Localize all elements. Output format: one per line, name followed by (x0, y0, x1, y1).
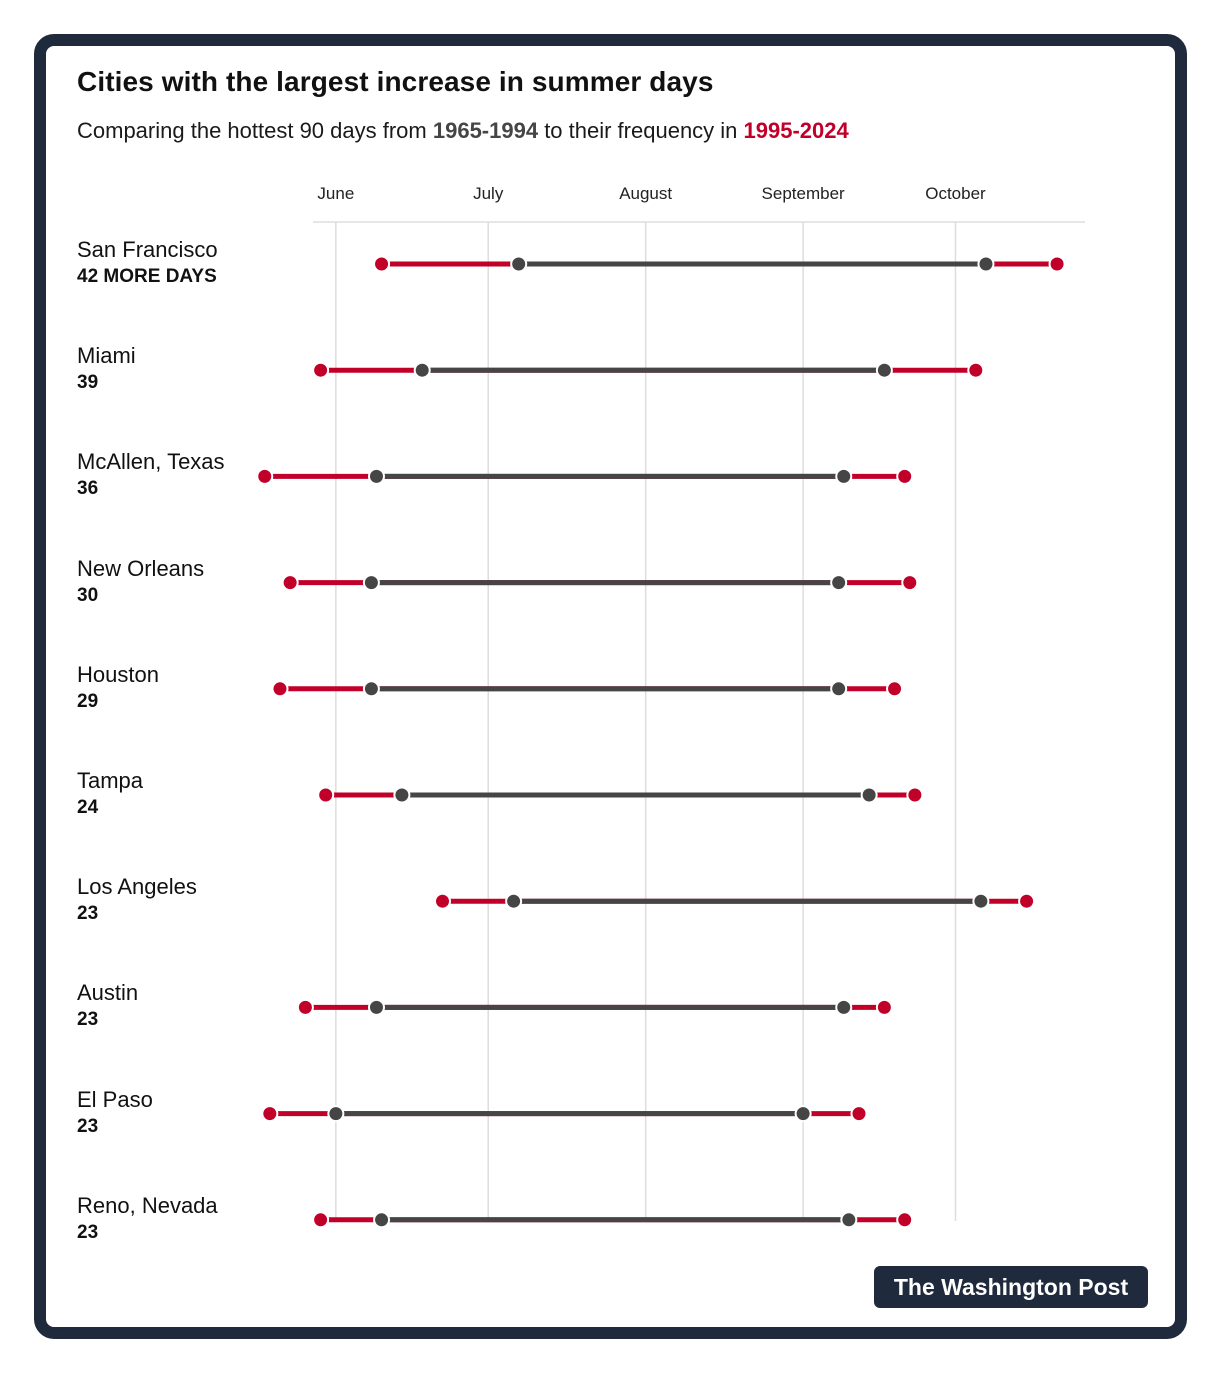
city-name: El Paso (77, 1086, 153, 1112)
chart-title: Cities with the largest increase in summ… (77, 66, 714, 97)
legend-old-period: 1965-1994 (432, 118, 539, 143)
old-start-dot-austin (367, 998, 385, 1016)
city-name: Houston (77, 661, 159, 687)
city-label-austin: Austin 23 (77, 979, 138, 1034)
city-label-houston: Houston 29 (77, 661, 159, 716)
old-end-dot-tampa (860, 786, 878, 804)
city-name: Los Angeles (77, 874, 197, 900)
city-label-new-orleans: New Orleans 30 (77, 555, 204, 610)
old-end-dot-mcallen-texas (835, 467, 853, 485)
old-end-dot-reno-nevada (840, 1211, 858, 1229)
city-label-los-angeles: Los Angeles 23 (77, 873, 197, 928)
new-end-dot-mcallen-texas (896, 467, 914, 485)
old-start-dot-new-orleans (362, 574, 380, 592)
new-start-dot-houston (271, 680, 289, 698)
new-end-dot-los-angeles (1018, 892, 1036, 910)
old-end-dot-austin (835, 998, 853, 1016)
city-name: Tampa (77, 768, 144, 793)
old-start-dot-san-francisco (510, 255, 528, 273)
city-name: Austin (77, 980, 139, 1006)
new-start-dot-san-francisco (373, 255, 391, 273)
new-end-dot-houston (886, 680, 904, 698)
old-end-dot-new-orleans (830, 574, 848, 592)
city-increase: 23 (77, 1221, 99, 1243)
legend-new-period: 1995-2024 (743, 118, 849, 143)
new-start-dot-mcallen-texas (256, 467, 274, 485)
old-start-dot-houston (362, 680, 380, 698)
old-end-dot-miami (875, 361, 893, 379)
old-start-dot-reno-nevada (373, 1211, 391, 1229)
city-increase: 36 (77, 478, 99, 500)
new-end-dot-reno-nevada (896, 1211, 914, 1229)
city-name: McAllen, Texas (77, 449, 225, 475)
new-end-dot-el-paso (850, 1105, 868, 1123)
tick-label-september: September (762, 184, 845, 203)
old-start-dot-tampa (393, 786, 411, 804)
city-increase: 23 (77, 1009, 99, 1031)
city-increase: 30 (77, 584, 99, 606)
new-end-dot-tampa (906, 786, 924, 804)
new-end-dot-san-francisco (1048, 255, 1066, 273)
new-start-dot-austin (296, 998, 314, 1016)
tick-label-july: July (473, 184, 504, 203)
old-end-dot-houston (830, 680, 848, 698)
city-increase: 39 (77, 372, 99, 394)
city-label-mcallen-texas: McAllen, Texas 36 (77, 448, 225, 503)
city-label-tampa: Tampa 24 (77, 767, 143, 822)
new-start-dot-new-orleans (281, 574, 299, 592)
city-name: Miami (77, 343, 136, 369)
city-increase: 23 (77, 903, 99, 925)
washington-post-badge: The Washington Post (874, 1266, 1148, 1308)
old-end-dot-los-angeles (972, 892, 990, 910)
new-end-dot-new-orleans (901, 574, 919, 592)
city-name: Reno, Nevada (77, 1192, 218, 1218)
city-label-miami: Miami 39 (77, 342, 136, 397)
tick-label-august: August (619, 184, 672, 203)
new-end-dot-austin (875, 998, 893, 1016)
city-increase: 29 (77, 690, 99, 712)
new-start-dot-miami (312, 361, 330, 379)
city-increase: 42 MORE DAYS (77, 266, 217, 287)
chart-subtitle: Comparing the hottest 90 days from 1965-… (77, 118, 849, 144)
old-end-dot-san-francisco (977, 255, 995, 273)
old-start-dot-mcallen-texas (367, 467, 385, 485)
old-start-dot-los-angeles (505, 892, 523, 910)
city-increase: 24 (77, 797, 99, 818)
city-name: New Orleans (77, 555, 205, 581)
city-increase: 23 (77, 1115, 99, 1137)
new-end-dot-miami (967, 361, 985, 379)
new-start-dot-el-paso (261, 1105, 279, 1123)
tick-label-june: June (317, 184, 354, 203)
new-start-dot-los-angeles (434, 892, 452, 910)
tick-label-october: October (925, 184, 986, 203)
city-name: San Francisco (77, 237, 218, 262)
old-end-dot-el-paso (794, 1105, 812, 1123)
city-label-reno-nevada: Reno, Nevada 23 (77, 1192, 218, 1247)
subtitle-prefix: Comparing the hottest 90 days from (77, 118, 433, 143)
subtitle-middle: to their frequency in (538, 118, 744, 143)
old-start-dot-miami (413, 361, 431, 379)
new-start-dot-reno-nevada (312, 1211, 330, 1229)
city-label-el-paso: El Paso 23 (77, 1086, 153, 1141)
old-start-dot-el-paso (327, 1105, 345, 1123)
new-start-dot-tampa (317, 786, 335, 804)
city-label-san-francisco: San Francisco 42 MORE DAYS (77, 236, 218, 291)
